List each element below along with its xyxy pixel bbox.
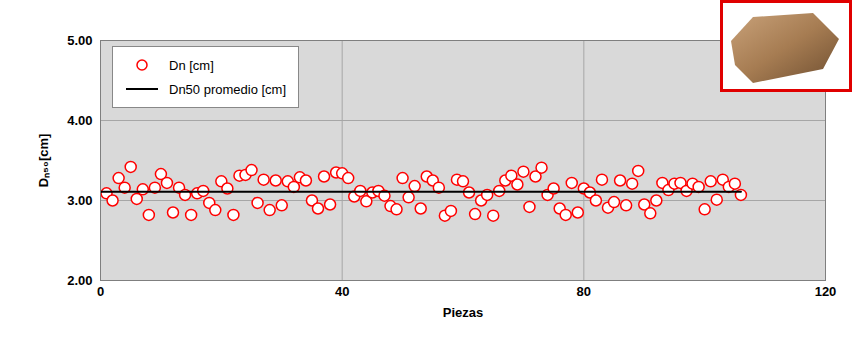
- svg-text:3.00: 3.00: [67, 193, 92, 208]
- svg-text:Dₙ₅₀[cm]: Dₙ₅₀[cm]: [36, 134, 51, 188]
- svg-text:40: 40: [335, 284, 349, 299]
- svg-text:Piezas: Piezas: [443, 305, 483, 320]
- svg-text:2.00: 2.00: [67, 273, 92, 288]
- svg-text:120: 120: [815, 284, 837, 299]
- svg-text:0: 0: [97, 284, 104, 299]
- svg-text:4.00: 4.00: [67, 113, 92, 128]
- svg-text:5.00: 5.00: [67, 33, 92, 48]
- svg-text:80: 80: [577, 284, 591, 299]
- html-text:Dn50 promedio [cm]: Dn50 promedio [cm]: [169, 81, 287, 97]
- html-text:Dn [cm]: Dn [cm]: [169, 57, 214, 73]
